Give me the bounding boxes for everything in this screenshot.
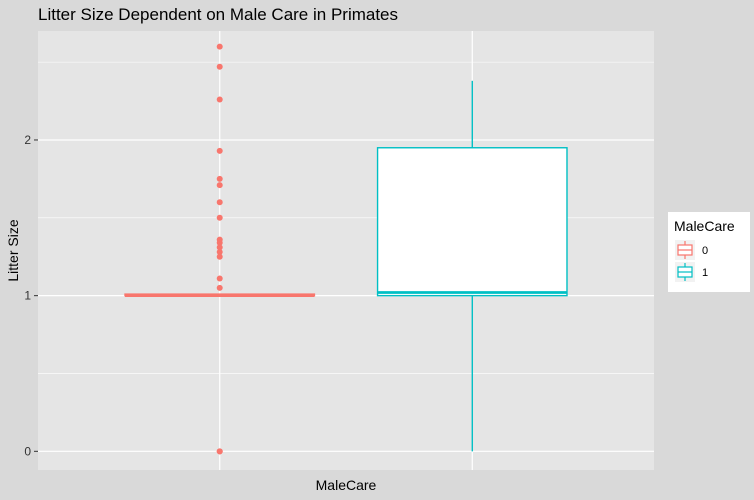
y-tick-label: 1	[24, 289, 31, 303]
outlier-point	[216, 244, 223, 251]
y-tick-label: 2	[24, 133, 31, 147]
box-series	[124, 43, 568, 455]
outlier-point	[216, 147, 223, 154]
box-iqr	[376, 147, 568, 297]
outlier-point	[216, 275, 223, 282]
outlier-point	[216, 175, 223, 182]
y-axis: 0 1 2	[24, 133, 38, 458]
legend-title: MaleCare	[674, 218, 735, 234]
legend-key-1	[675, 262, 695, 282]
y-axis-title: Litter Size	[5, 219, 21, 281]
x-axis-title: MaleCare	[316, 477, 377, 493]
outlier-point	[216, 182, 223, 189]
outlier-point	[216, 214, 223, 221]
outlier-point	[216, 249, 223, 256]
outlier-point	[216, 239, 223, 246]
y-tick-label: 0	[24, 444, 31, 458]
box-group-0	[124, 43, 316, 455]
legend-label: 0	[702, 245, 708, 257]
chart-title: Litter Size Dependent on Male Care in Pr…	[38, 5, 398, 24]
legend-key-0	[675, 240, 695, 260]
box-group-1	[376, 80, 568, 452]
legend: MaleCare 0 1	[668, 212, 750, 292]
outlier-point	[216, 253, 223, 260]
outlier-point	[216, 43, 223, 50]
outlier-point	[216, 199, 223, 206]
outlier-point	[216, 448, 223, 455]
outlier-point	[216, 63, 223, 70]
legend-label: 1	[702, 267, 708, 279]
outlier-point	[216, 96, 223, 103]
outlier-point	[216, 284, 223, 291]
